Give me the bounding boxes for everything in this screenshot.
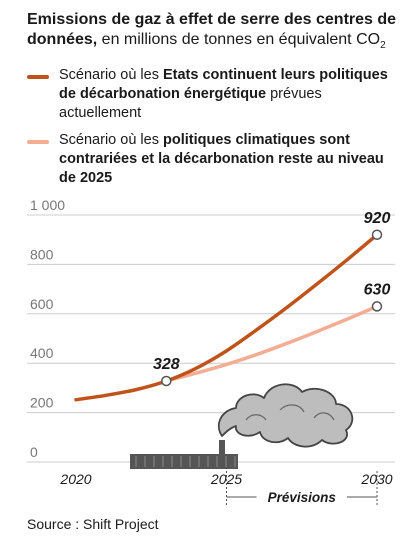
y-tick-label: 400 xyxy=(30,345,54,361)
data-point xyxy=(371,229,383,241)
data-point xyxy=(161,375,172,387)
data-label: 920 xyxy=(364,210,391,227)
smoke-icon xyxy=(217,383,354,448)
legend-swatch-dark xyxy=(27,75,49,79)
legend-item-policies-continue: Scénario où les Etats continuent leurs p… xyxy=(27,66,397,123)
y-tick-label: 200 xyxy=(30,395,54,411)
legend-plain: Scénario où les xyxy=(59,67,163,83)
y-tick-label: 800 xyxy=(30,246,54,262)
legend-swatch-light xyxy=(27,140,49,144)
legend-plain: Scénario où les xyxy=(59,132,163,148)
data-label: 630 xyxy=(364,281,391,298)
legend-tail: prévues actuellement xyxy=(59,86,322,121)
data-markers: 328 920 630 xyxy=(153,210,391,387)
source-note: Source : Shift Project xyxy=(27,516,159,532)
chart-title-subscript: 2 xyxy=(380,40,386,52)
chart-title-bold: Emissions de gaz à effet de serre des ce… xyxy=(27,11,397,48)
forecast-bracket: Prévisions xyxy=(226,471,378,505)
legend-bold: politiques climatiques sont contrariées … xyxy=(59,132,384,186)
x-tick-label: 2020 xyxy=(59,471,91,487)
forecast-label: Prévisions xyxy=(268,490,337,505)
legend-bold: Etats continuent leurs politiques de déc… xyxy=(59,67,388,102)
series-line-policies-thwarted xyxy=(164,304,379,383)
factory-icon xyxy=(130,440,238,469)
chart-title: Emissions de gaz à effet de serre des ce… xyxy=(27,10,397,56)
series-lines xyxy=(74,233,379,402)
y-tick-label: 1 000 xyxy=(30,197,65,213)
y-tick-label: 0 xyxy=(30,444,38,460)
series-line-policies-continue xyxy=(74,233,379,402)
legend-text: Scénario où les Etats continuent leurs p… xyxy=(59,66,397,123)
data-point xyxy=(371,301,383,312)
data-label: 328 xyxy=(153,356,180,373)
legend-item-policies-thwarted: Scénario où les politiques climatiques s… xyxy=(27,131,397,188)
chart-title-rest: en millions de tonnes en équivalent CO xyxy=(97,31,381,48)
factory-windows xyxy=(135,456,236,467)
y-axis-ticks: 0 200 400 600 800 1 000 xyxy=(30,197,65,460)
legend-text: Scénario où les politiques climatiques s… xyxy=(59,131,397,188)
factory-illustration xyxy=(130,383,354,469)
y-tick-label: 600 xyxy=(30,296,54,312)
